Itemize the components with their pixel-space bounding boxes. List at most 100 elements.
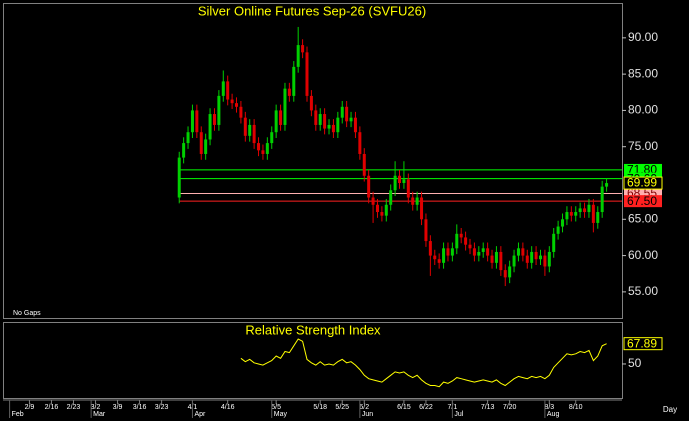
month-label: Feb: [12, 411, 24, 418]
x-tick-label: 3/9: [113, 404, 123, 411]
candle-body: [442, 248, 446, 263]
candle-body: [596, 212, 600, 223]
x-tick-label: 3/16: [133, 404, 147, 411]
candle-body: [486, 248, 490, 256]
candle-body: [239, 106, 243, 118]
candle-body: [428, 241, 432, 256]
y-tick-label: 90.00: [628, 30, 658, 44]
x-tick-label: 2/23: [67, 404, 81, 411]
level-label-bg: [624, 195, 662, 208]
annotation: No Gaps: [13, 310, 41, 317]
last-price-bg: [623, 176, 663, 190]
candle-body: [314, 110, 318, 125]
candle-body: [472, 248, 476, 256]
candle-body: [226, 81, 230, 100]
x-tick-label: 5/5: [271, 404, 281, 411]
candle-body: [433, 255, 437, 260]
candle-body: [190, 110, 194, 133]
candle-body: [301, 45, 305, 53]
candle-body: [248, 124, 252, 136]
y-tick-label: 65.00: [628, 211, 658, 225]
candle-body: [398, 175, 402, 183]
candle-body: [340, 106, 344, 118]
candle-body: [305, 52, 309, 96]
rsi-y-tick-label: 50: [628, 356, 642, 370]
candle-body: [393, 175, 397, 191]
candle-body: [547, 251, 551, 267]
candle-body: [375, 204, 379, 213]
candle-body: [464, 237, 468, 245]
candle-body: [574, 212, 578, 216]
candle-body: [195, 110, 199, 133]
candle-body: [499, 251, 503, 271]
candle-body: [389, 190, 393, 205]
rsi-last-bg: [623, 337, 663, 351]
x-tick-label: 7/20: [503, 404, 517, 411]
candle-body: [182, 143, 186, 158]
month-label: Apr: [194, 411, 206, 418]
x-tick-label: 5/25: [335, 404, 349, 411]
candle-body: [279, 110, 283, 125]
x-tick-label: 2/16: [45, 404, 59, 411]
candle-body: [583, 208, 587, 213]
candle-body: [349, 117, 353, 122]
candle-body: [406, 179, 410, 198]
y-tick-label: 60.00: [628, 248, 658, 262]
candle-body: [481, 248, 485, 252]
rsi-title: Relative Strength Index: [245, 322, 381, 337]
x-axis-label: Day: [663, 405, 677, 414]
month-label: May: [274, 411, 288, 418]
candle-body: [446, 248, 450, 256]
candle-body: [477, 251, 481, 256]
candle-body: [556, 226, 560, 234]
x-tick-label: 3/23: [155, 404, 169, 411]
candle-body: [362, 153, 366, 176]
x-tick-label: 6/22: [419, 404, 433, 411]
candle-body: [525, 255, 529, 263]
candle-body: [561, 219, 565, 227]
candle-body: [212, 114, 216, 125]
candle-body: [424, 219, 428, 242]
candle-body: [230, 99, 234, 104]
candle-body: [287, 88, 291, 96]
candle-body: [261, 150, 265, 154]
x-tick-label: 6/15: [397, 404, 411, 411]
candle-body: [587, 204, 591, 213]
candle-body: [450, 248, 454, 256]
candle-body: [283, 88, 287, 125]
candle-body: [221, 81, 225, 96]
x-tick-label: 6/2: [359, 404, 369, 411]
candle-body: [274, 110, 278, 133]
x-tick-label: 2/9: [25, 404, 35, 411]
candle-body: [415, 197, 419, 205]
month-label: Mar: [93, 411, 106, 418]
candle-body: [371, 197, 375, 205]
candle-body: [530, 251, 534, 263]
candle-body: [512, 255, 516, 267]
candle-body: [569, 212, 573, 216]
candle-body: [327, 124, 331, 129]
candle-body: [411, 197, 415, 205]
x-tick-label: 4/16: [221, 404, 235, 411]
x-tick-label: 5/18: [313, 404, 327, 411]
candle-body: [270, 132, 274, 144]
candle-body: [494, 251, 498, 263]
rsi-panel: [3, 322, 623, 399]
candle-body: [459, 233, 463, 238]
candle-body: [353, 117, 357, 133]
level-label: 67.50: [627, 194, 657, 208]
candle-body: [345, 106, 349, 122]
candle-body: [186, 132, 190, 144]
x-tick-label: 7/13: [481, 404, 495, 411]
candle-body: [600, 186, 604, 213]
candle-body: [534, 251, 538, 260]
candle-body: [437, 259, 441, 263]
y-tick-label: 80.00: [628, 103, 658, 117]
candle-body: [367, 175, 371, 198]
candle-body: [565, 212, 569, 220]
y-tick-label: 55.00: [628, 284, 658, 298]
candle-body: [235, 103, 239, 107]
candle-body: [331, 124, 335, 133]
